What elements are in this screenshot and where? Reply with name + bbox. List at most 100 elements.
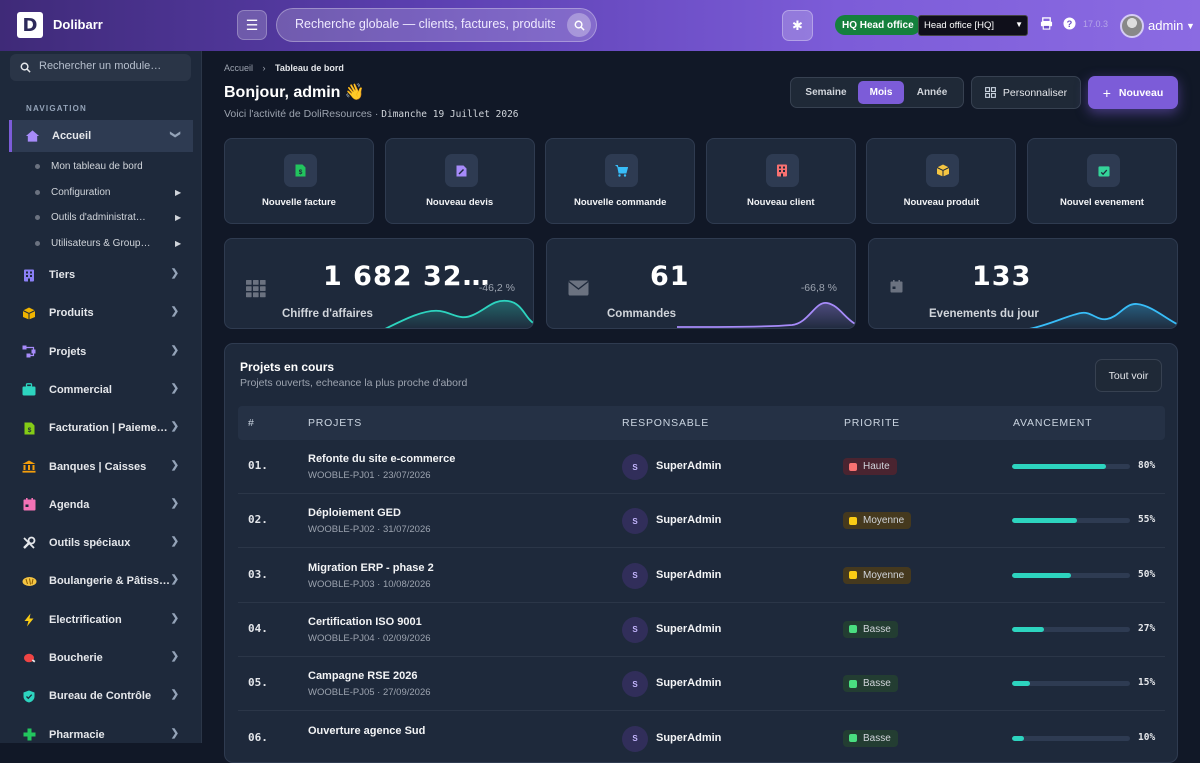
owner-name[interactable]: SuperAdmin (656, 677, 721, 689)
period-week-button[interactable]: Semaine (794, 81, 858, 104)
search-button[interactable] (567, 13, 591, 37)
sidebar-subitem[interactable]: Configuration ▶ (35, 187, 110, 198)
project-name[interactable]: Refonte du site e-commerce (308, 453, 455, 465)
global-search-input[interactable] (295, 17, 555, 31)
sidebar-subitem[interactable]: Utilisateurs & Group… ▶ (35, 238, 150, 249)
sidebar-item-label: Accueil (52, 130, 91, 142)
chevron-right-icon[interactable]: ❯ (171, 651, 179, 662)
project-name[interactable]: Migration ERP - phase 2 (308, 562, 434, 574)
period-year-button[interactable]: Année (904, 81, 960, 104)
priority-dot-icon (849, 571, 857, 579)
entity-select[interactable]: Head office [HQ]▼ (918, 15, 1028, 36)
chevron-right-icon[interactable]: ❯ (171, 460, 179, 471)
sidebar-item[interactable]: Produits ❯ (9, 297, 193, 329)
owner-name[interactable]: SuperAdmin (656, 732, 721, 744)
sidebar-item[interactable]: Pharmacie ❯ (9, 719, 193, 751)
chevron-right-icon[interactable]: ❯ (171, 383, 179, 394)
owner-name[interactable]: SuperAdmin (656, 623, 721, 635)
help-icon[interactable]: ? (1063, 17, 1076, 33)
view-all-button[interactable]: Tout voir (1095, 359, 1162, 392)
chevron-down-icon[interactable]: ❯ (169, 130, 180, 138)
sidebar-item-label: Projets (49, 346, 86, 358)
chevron-right-icon[interactable]: ❯ (171, 728, 179, 739)
owner-name[interactable]: SuperAdmin (656, 460, 721, 472)
quick-action-card[interactable]: $ Nouvelle facture (224, 138, 374, 224)
quick-action-card[interactable]: Nouvel evenement (1027, 138, 1177, 224)
chevron-right-icon[interactable]: ❯ (171, 421, 179, 432)
avatar: S (622, 617, 648, 643)
chevron-right-icon[interactable]: ❯ (171, 345, 179, 356)
table-row[interactable]: 04. Certification ISO 9001 WOOBLE-PJ04 ·… (238, 603, 1165, 657)
sidebar-item[interactable]: Boucherie ❯ (9, 642, 193, 674)
quick-action-card[interactable]: Nouveau client (706, 138, 856, 224)
bread-icon (21, 573, 37, 589)
column-header-projects[interactable]: PROJETS (308, 417, 362, 429)
chevron-down-icon[interactable]: ▼ (1186, 21, 1195, 31)
table-row[interactable]: 02. Déploiement GED WOOBLE-PJ02 · 31/07/… (238, 494, 1165, 548)
period-month-button[interactable]: Mois (858, 81, 904, 104)
kpi-card[interactable]: 61 Commandes -66,8 % (546, 238, 856, 329)
chevron-right-icon[interactable]: ❯ (171, 689, 179, 700)
sidebar-item[interactable]: Outils spéciaux ❯ (9, 527, 193, 559)
kpi-card[interactable]: 1 682 32… Chiffre d'affaires -46,2 % (224, 238, 534, 329)
global-search[interactable] (276, 8, 597, 42)
project-name[interactable]: Ouverture agence Sud (308, 725, 425, 737)
column-header-progress[interactable]: AVANCEMENT (1013, 417, 1092, 429)
owner-name[interactable]: SuperAdmin (656, 569, 721, 581)
priority-label: Basse (863, 624, 891, 635)
dolibarr-logo[interactable]: D (17, 12, 43, 38)
settings-button[interactable]: ✱ (782, 10, 813, 41)
breadcrumb-root[interactable]: Accueil (224, 63, 253, 73)
quote-icon (445, 154, 478, 187)
sidebar: NAVIGATION Accueil ❯ Mon tableau de bord… (0, 51, 202, 743)
sidebar-item[interactable]: Commercial ❯ (9, 374, 193, 406)
quick-action-card[interactable]: Nouveau devis (385, 138, 535, 224)
module-search-input[interactable] (39, 60, 184, 72)
quick-action-card[interactable]: Nouvelle commande (545, 138, 695, 224)
chevron-right-icon[interactable]: ❯ (171, 498, 179, 509)
table-row[interactable]: 01. Refonte du site e-commerce WOOBLE-PJ… (238, 440, 1165, 494)
new-button[interactable]: + Nouveau (1088, 76, 1178, 109)
sidebar-item[interactable]: Banques | Caisses ❯ (9, 451, 193, 483)
progress-bar (1012, 518, 1130, 523)
chevron-right-icon[interactable]: ❯ (171, 306, 179, 317)
column-header-owner[interactable]: RESPONSABLE (622, 417, 709, 429)
quick-action-card[interactable]: Nouveau produit (866, 138, 1016, 224)
avatar[interactable] (1120, 14, 1144, 38)
projects-title: Projets en cours (240, 360, 334, 374)
table-row[interactable]: 03. Migration ERP - phase 2 WOOBLE-PJ03 … (238, 549, 1165, 603)
chevron-right-icon[interactable]: ❯ (171, 613, 179, 624)
kpi-card[interactable]: 133 Evenements du jour (868, 238, 1178, 329)
avatar: S (622, 563, 648, 589)
briefcase-icon (21, 382, 37, 398)
sidebar-subitem[interactable]: Mon tableau de bord (35, 161, 143, 172)
user-name[interactable]: admin (1148, 18, 1183, 33)
chevron-right-icon[interactable]: ❯ (171, 268, 179, 279)
project-name[interactable]: Campagne RSE 2026 (308, 670, 417, 682)
chevron-right-icon[interactable]: ❯ (171, 574, 179, 585)
sidebar-item[interactable]: Agenda ❯ (9, 489, 193, 521)
table-row[interactable]: 05. Campagne RSE 2026 WOOBLE-PJ05 · 27/0… (238, 657, 1165, 711)
current-date: Dimanche 19 Juillet 2026 (381, 109, 518, 120)
module-search[interactable] (10, 54, 191, 81)
sidebar-item[interactable]: Bureau de Contrôle ❯ (9, 680, 193, 712)
sidebar-item[interactable]: $ Facturation | Paieme… ❯ (9, 412, 193, 444)
chevron-right-icon[interactable]: ❯ (171, 536, 179, 547)
sidebar-item[interactable]: Boulangerie & Pâtiss… ❯ (9, 565, 193, 597)
sidebar-item[interactable]: Projets ❯ (9, 336, 193, 368)
menu-toggle-button[interactable]: ☰ (237, 10, 267, 40)
progress-bar (1012, 464, 1130, 469)
customize-button[interactable]: Personnaliser (971, 76, 1081, 109)
project-name[interactable]: Déploiement GED (308, 507, 401, 519)
sidebar-item-accueil[interactable]: Accueil ❯ (9, 120, 193, 152)
column-header-priority[interactable]: PRIORITE (844, 417, 900, 429)
sidebar-item[interactable]: Electrification ❯ (9, 604, 193, 636)
kpi-change: -46,2 % (479, 282, 515, 294)
printer-icon[interactable] (1040, 17, 1053, 33)
progress-bar (1012, 736, 1130, 741)
sidebar-subitem[interactable]: Outils d'administrat… ▶ (35, 212, 146, 223)
sidebar-item[interactable]: Tiers ❯ (9, 259, 193, 291)
table-row[interactable]: 06. Ouverture agence Sud S SuperAdmin Ba… (238, 712, 1165, 763)
project-name[interactable]: Certification ISO 9001 (308, 616, 422, 628)
owner-name[interactable]: SuperAdmin (656, 514, 721, 526)
